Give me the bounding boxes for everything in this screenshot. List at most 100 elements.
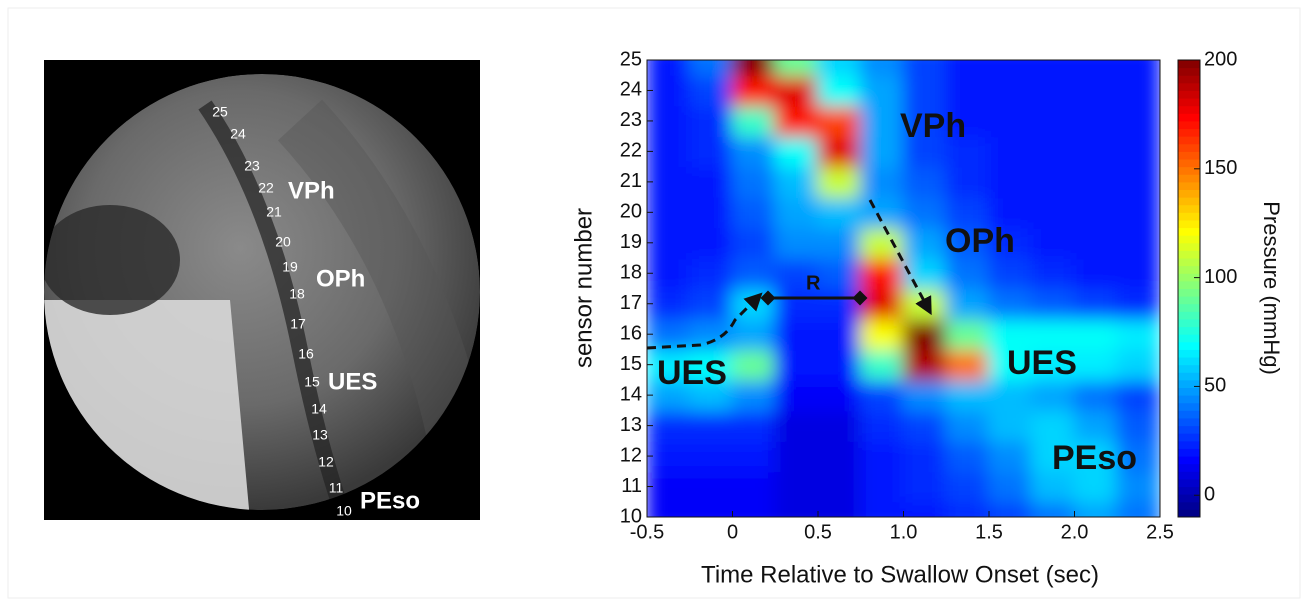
heat-cell <box>1074 318 1119 350</box>
heat-cell <box>732 105 777 137</box>
y-tick-label: 24 <box>620 79 642 101</box>
sensor-label: 12 <box>318 454 334 470</box>
heat-cell <box>689 196 734 228</box>
colorbar-step <box>1178 464 1200 472</box>
y-tick-label: 12 <box>620 444 642 466</box>
heat-cell <box>860 196 905 228</box>
heat-cell <box>732 166 777 198</box>
heat-cell <box>860 409 905 441</box>
colorbar-step <box>1178 509 1200 517</box>
heat-cell <box>945 440 990 472</box>
x-tick-label: 0.5 <box>804 521 832 543</box>
heat-cell <box>1074 257 1119 289</box>
colorbar-step <box>1178 235 1200 243</box>
colorbar-step <box>1178 182 1200 190</box>
heat-cell <box>732 227 777 259</box>
heat-cell <box>774 379 819 411</box>
heat-cell <box>903 318 948 350</box>
heat-cell <box>988 470 1033 502</box>
heat-cell <box>1031 227 1076 259</box>
y-tick-label: 21 <box>620 170 642 192</box>
region-label: OPh <box>316 265 365 292</box>
sensor-label: 17 <box>290 316 306 332</box>
colorbar-step <box>1178 289 1200 297</box>
heat-cell <box>903 288 948 320</box>
annotation: PEso <box>1052 439 1137 477</box>
heat-cell <box>945 288 990 320</box>
colorbar-step <box>1178 136 1200 144</box>
colorbar-step <box>1178 349 1200 357</box>
heat-cell <box>903 379 948 411</box>
colorbar-step <box>1178 395 1200 403</box>
y-tick-label: 16 <box>620 322 642 344</box>
heat-cell <box>1116 135 1161 167</box>
heat-cell <box>817 288 862 320</box>
heat-cell <box>860 470 905 502</box>
annotation: UES <box>1007 344 1077 382</box>
colorbar-label: Pressure (mmHg) <box>1259 201 1284 375</box>
heat-cell <box>1116 74 1161 106</box>
heat-cell <box>860 440 905 472</box>
heat-cell <box>860 105 905 137</box>
colorbar-step <box>1178 448 1200 456</box>
colorbar-step <box>1178 220 1200 228</box>
heat-cell <box>732 318 777 350</box>
sensor-label: 18 <box>289 286 305 302</box>
heat-cell <box>774 166 819 198</box>
heat-cell <box>945 470 990 502</box>
page: 25242322212019181716151413121110VPhOPhUE… <box>0 0 1308 606</box>
colorbar-step <box>1178 129 1200 137</box>
heat-cell <box>988 135 1033 167</box>
heat-cell <box>732 74 777 106</box>
heat-cell <box>817 166 862 198</box>
colorbar-step <box>1178 410 1200 418</box>
colorbar-step <box>1178 403 1200 411</box>
heat-cell <box>774 74 819 106</box>
colorbar-step <box>1178 357 1200 365</box>
heat-cell <box>903 74 948 106</box>
heat-cell <box>1031 74 1076 106</box>
x-tick-label: 1.5 <box>975 521 1003 543</box>
heat-cell <box>817 409 862 441</box>
heat-cell <box>817 105 862 137</box>
heat-cell <box>945 348 990 380</box>
heat-cell <box>689 440 734 472</box>
heat-cell <box>732 409 777 441</box>
colorbar-step <box>1178 281 1200 289</box>
heat-cell <box>774 135 819 167</box>
heat-cell <box>1031 105 1076 137</box>
colorbar-step <box>1178 83 1200 91</box>
heat-cell <box>1074 135 1119 167</box>
heat-cell <box>689 135 734 167</box>
heat-cell <box>732 288 777 320</box>
heat-cell <box>1116 257 1161 289</box>
heat-cell <box>988 74 1033 106</box>
heat-cell <box>945 409 990 441</box>
sensor-label: 14 <box>311 401 327 417</box>
region-label: UES <box>328 368 377 395</box>
heat-cell <box>817 74 862 106</box>
figure: 25242322212019181716151413121110VPhOPhUE… <box>0 0 1308 606</box>
colorbar-step <box>1178 174 1200 182</box>
colorbar-step <box>1178 159 1200 167</box>
colorbar-step <box>1178 90 1200 98</box>
heat-cell <box>689 227 734 259</box>
colorbar-step <box>1178 250 1200 258</box>
colorbar-step <box>1178 189 1200 197</box>
heat-cell <box>1116 348 1161 380</box>
colorbar-step <box>1178 167 1200 175</box>
heat-cell <box>1074 74 1119 106</box>
sensor-label: 21 <box>266 204 282 220</box>
heat-cell <box>689 74 734 106</box>
heat-cell <box>1031 257 1076 289</box>
colorbar-step <box>1178 296 1200 304</box>
heat-cell <box>860 318 905 350</box>
x-tick-label: 1.0 <box>890 521 918 543</box>
colorbar-step <box>1178 121 1200 129</box>
colorbar-step <box>1178 365 1200 373</box>
heat-cell <box>1116 105 1161 137</box>
colorbar-step <box>1178 106 1200 114</box>
colorbar-tick-label: 200 <box>1204 48 1237 70</box>
heat-cell <box>860 166 905 198</box>
sensor-label: 22 <box>258 180 274 196</box>
